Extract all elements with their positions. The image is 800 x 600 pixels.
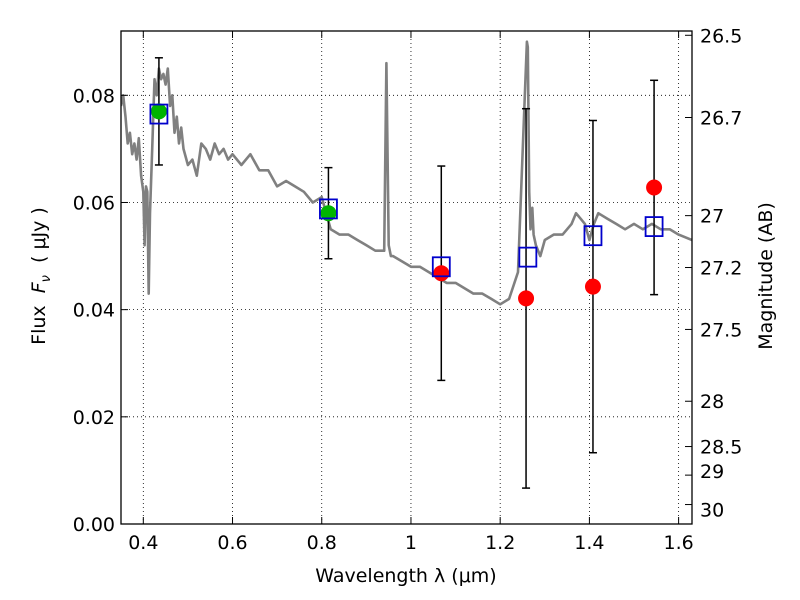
axis-ticks: 0.4 0.6 0.8 1 1.2 1.4 1.6 0.00 0.02 0.04 0.06 0.08 2…	[73, 25, 743, 554]
y-axis-label: Flux Fν ( μJy )	[28, 207, 54, 345]
mag-tick-label: 28.5	[700, 437, 742, 459]
observed_nir-point	[518, 290, 535, 307]
observed_nir-point	[433, 265, 450, 282]
x-tick-label: 0.6	[217, 532, 247, 554]
observed_nir-point	[646, 179, 663, 196]
x-axis-label: Wavelength λ (μm)	[315, 565, 496, 587]
mag-tick-label: 27	[700, 206, 724, 228]
x-tick-label: 0.4	[128, 532, 158, 554]
mag-tick-label: 28	[700, 391, 724, 413]
model-sed-line	[121, 40, 692, 306]
y-tick-label: 0.06	[73, 192, 115, 214]
observed_nir-point	[584, 278, 601, 295]
y-tick-label: 0.08	[73, 85, 115, 107]
x-tick-label: 0.8	[307, 532, 337, 554]
y-tick-label: 0.00	[73, 514, 115, 536]
observed_optical-point	[320, 205, 337, 222]
y-tick-label: 0.02	[73, 407, 115, 429]
mag-tick-label: 27.5	[700, 319, 742, 341]
x-tick-label: 1.4	[574, 532, 604, 554]
plot-area	[121, 40, 692, 489]
mag-tick-label: 29	[700, 461, 724, 483]
grid-lines	[121, 31, 692, 525]
mag-tick-label: 30	[700, 500, 724, 522]
observed_optical-point	[150, 103, 167, 120]
x-tick-label: 1.2	[485, 532, 515, 554]
model-photometry-square	[644, 216, 664, 237]
y2-axis-label: Magnitude (AB)	[755, 202, 777, 350]
y-tick-label: 0.04	[73, 300, 115, 322]
model-photometry-square	[518, 246, 538, 268]
x-tick-label: 1	[405, 532, 417, 554]
model-photometry-square	[319, 198, 338, 220]
mag-tick-label: 27.2	[700, 258, 742, 280]
x-tick-label: 1.6	[664, 532, 694, 554]
model-photometry-square	[149, 103, 169, 125]
model-photometry-square	[431, 256, 451, 278]
plot-frame	[120, 30, 693, 525]
mag-tick-label: 26.5	[700, 25, 742, 47]
mag-tick-label: 26.7	[700, 108, 742, 130]
model-photometry-square	[583, 225, 603, 247]
